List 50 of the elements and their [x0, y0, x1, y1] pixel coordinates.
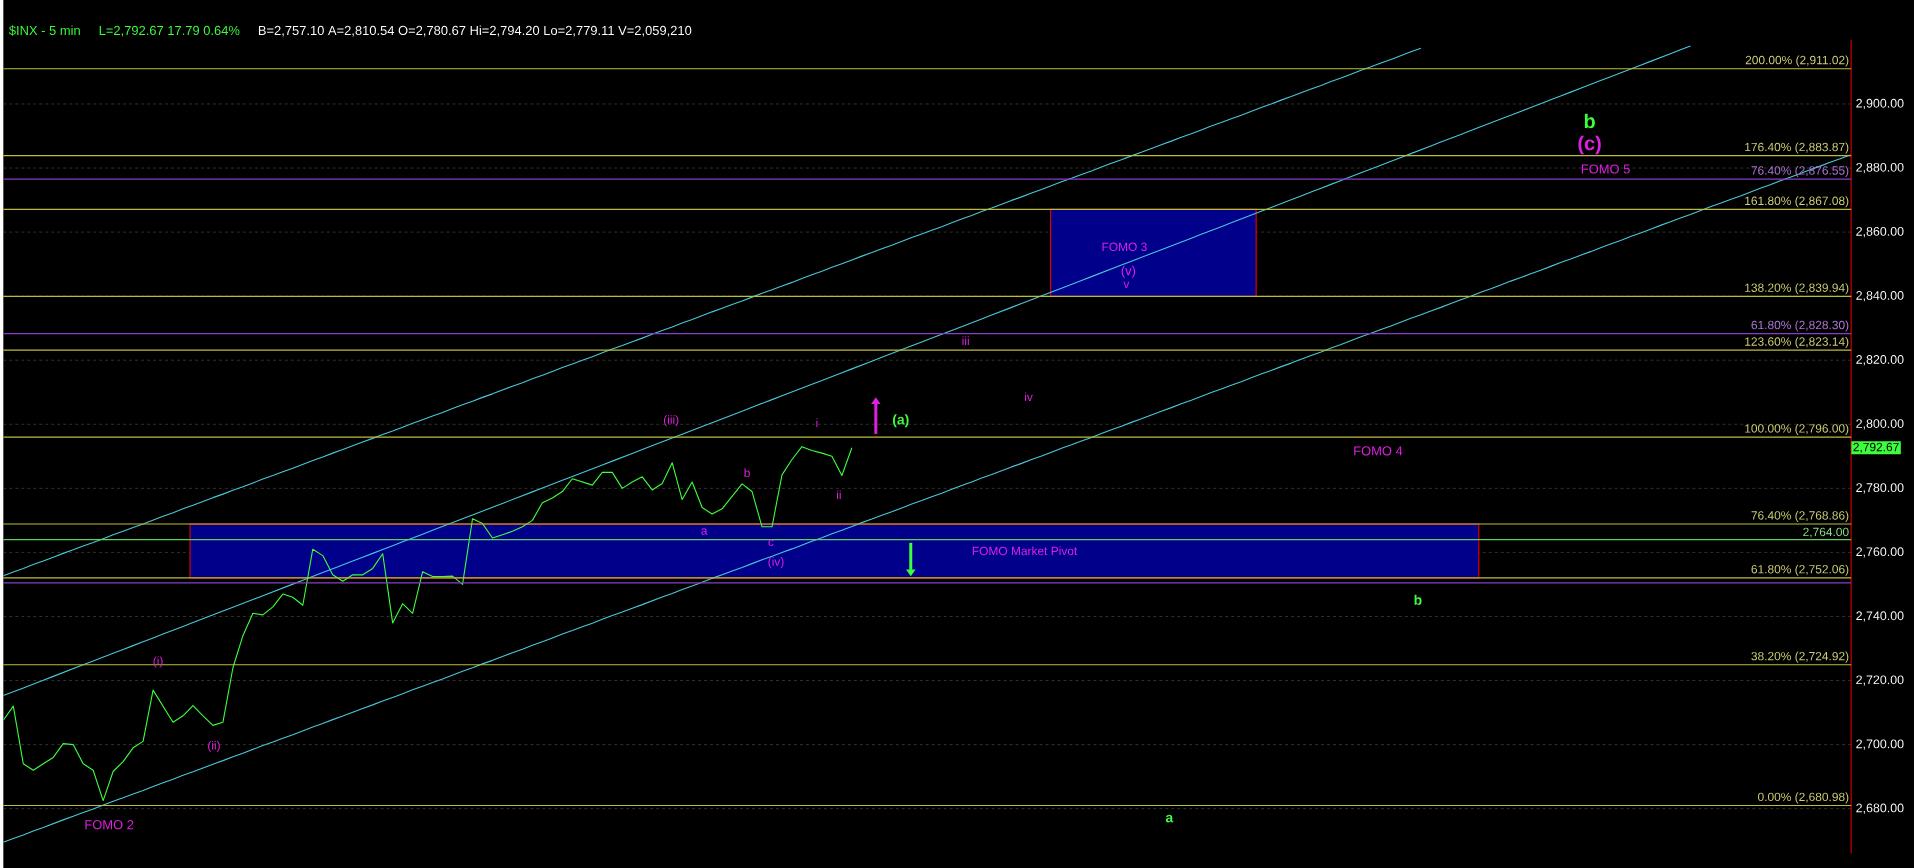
annotation: b: [1414, 594, 1422, 605]
ref-line-label: 38.20% (2,724.92): [1751, 651, 1849, 663]
annotation: v: [1123, 281, 1130, 288]
annotation: (iii): [663, 414, 679, 427]
chart-subtitle: L=2,792.67 17.79 0.64%: [99, 25, 240, 37]
band-label: FOMO 3: [1102, 242, 1147, 251]
text: 2,792.67: [1853, 442, 1899, 453]
y-tick-label: 2,860.00: [1856, 226, 1904, 237]
y-tick-label: 2,840.00: [1856, 290, 1904, 302]
annotation: FOMO 2: [85, 819, 134, 830]
y-tick-label: 2,760.00: [1856, 547, 1904, 558]
ref-line-label: 161.80% (2,867.08): [1745, 196, 1849, 208]
annotation: (iv): [768, 556, 784, 568]
y-tick-label: 2,720.00: [1856, 675, 1904, 686]
annotation: b: [1584, 113, 1595, 129]
annotation: (a): [892, 414, 909, 428]
y-tick-label: 2,820.00: [1856, 354, 1904, 366]
band-label: FOMO Market Pivot: [972, 546, 1078, 555]
chart-title: $INX - 5 min: [8, 25, 80, 36]
ref-line-label: 76.40% (2,768.86): [1751, 510, 1849, 522]
ref-line-label: 123.60% (2,823.14): [1745, 336, 1849, 348]
annotation: FOMO 5: [1581, 164, 1630, 174]
y-tick-label: 2,900.00: [1856, 98, 1904, 109]
annotation: i: [816, 418, 818, 427]
ref-line-label: 200.00% (2,911.02): [1745, 55, 1849, 67]
ref-line-label: 0.00% (2,680.98): [1758, 792, 1849, 804]
y-tick-label: 2,880.00: [1856, 162, 1904, 173]
annotation: b: [744, 468, 750, 477]
y-tick-label: 2,680.00: [1856, 803, 1904, 814]
y-tick-label: 2,700.00: [1856, 739, 1904, 750]
annotation: (ii): [208, 740, 220, 752]
annotation: iii: [962, 336, 969, 345]
ref-line-label: 138.20% (2,839.94): [1745, 282, 1849, 295]
annotation: FOMO 4: [1354, 446, 1403, 456]
ref-line-label: 2,764.00: [1803, 527, 1849, 538]
ref-line-label: 61.80% (2,828.30): [1751, 320, 1849, 332]
ref-line-label: 61.80% (2,752.06): [1751, 564, 1849, 576]
annotation: ii: [837, 490, 841, 499]
ref-line-label: 176.40% (2,883.87): [1745, 142, 1849, 154]
y-tick-label: 2,780.00: [1856, 482, 1904, 494]
annotation: iv: [1025, 392, 1033, 401]
annotation: (c): [1578, 135, 1601, 155]
ref-line-label: 100.00% (2,796.00): [1745, 423, 1849, 435]
annotation: a: [701, 528, 708, 535]
y-tick-label: 2,740.00: [1856, 611, 1904, 622]
text: B=2,757.10 A=2,810.54 O=2,780.67 Hi=2,794.20 Lo=2,779.11 V=2,059,210: [258, 25, 692, 37]
annotation: a: [1165, 814, 1174, 823]
annotation: c: [768, 539, 774, 546]
annotation: (v): [1121, 265, 1136, 278]
y-tick-label: 2,800.00: [1856, 418, 1904, 430]
